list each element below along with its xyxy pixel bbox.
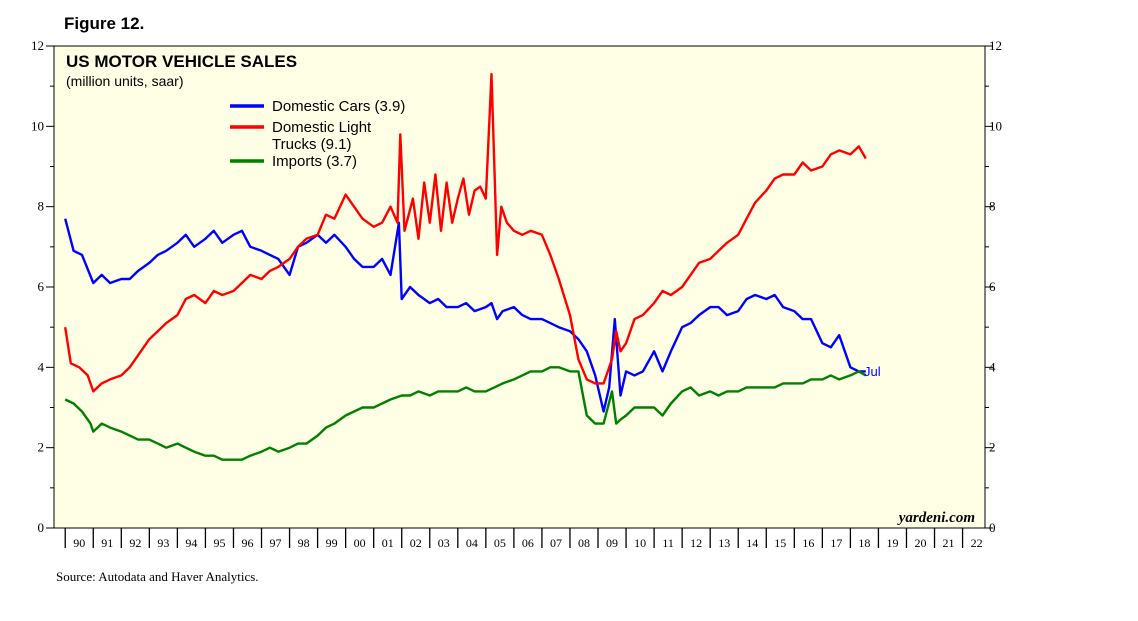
x-tick-label: 11 <box>662 536 674 550</box>
x-tick-label: 91 <box>101 536 113 550</box>
x-tick-label: 08 <box>578 536 590 550</box>
y-tick-label-left: 10 <box>31 118 44 133</box>
y-tick-label-right: 6 <box>989 279 996 294</box>
x-tick-label: 09 <box>606 536 618 550</box>
x-tick-label: 99 <box>326 536 338 550</box>
x-tick-label: 14 <box>746 536 758 550</box>
x-tick-label: 97 <box>270 536 282 550</box>
x-tick-label: 95 <box>213 536 225 550</box>
legend-label: Trucks (9.1) <box>272 136 351 153</box>
x-tick-label: 21 <box>943 536 955 550</box>
x-tick-label: 02 <box>410 536 422 550</box>
legend-label: Imports (3.7) <box>272 153 357 170</box>
legend-label: Domestic Cars (3.9) <box>272 98 405 115</box>
chart-subtitle: (million units, saar) <box>66 73 183 89</box>
x-tick-label: 10 <box>634 536 646 550</box>
plot-area <box>53 45 986 529</box>
series-line-0 <box>64 218 866 413</box>
y-tick-label-right: 4 <box>989 359 996 374</box>
x-tick-label: 93 <box>157 536 169 550</box>
x-tick-label: 15 <box>774 536 786 550</box>
y-tick-label-left: 6 <box>38 279 45 294</box>
x-tick-label: 06 <box>522 536 534 550</box>
y-tick-label-right: 12 <box>989 38 1002 53</box>
y-tick-label-right: 10 <box>989 118 1002 133</box>
series-layer <box>64 72 867 461</box>
series-line-2 <box>64 366 867 461</box>
legend-label: Domestic Light <box>272 119 372 136</box>
source-note: Source: Autodata and Haver Analytics. <box>56 569 259 584</box>
figure-label: Figure 12. <box>64 14 145 33</box>
y-tick-label-left: 2 <box>38 440 45 455</box>
legend: Domestic Cars (3.9) Domestic LightTrucks … <box>230 98 405 170</box>
x-tick-label: 13 <box>718 536 730 550</box>
chart-title: US MOTOR VEHICLE SALES <box>66 52 297 71</box>
x-tick-label: 00 <box>354 536 366 550</box>
y-tick-label-left: 4 <box>38 359 45 374</box>
x-tick-label: 98 <box>298 536 310 550</box>
x-tick-label: 03 <box>438 536 450 550</box>
y-tick-label-left: 12 <box>31 38 44 53</box>
x-tick-label: 18 <box>858 536 870 550</box>
x-tick-label: 17 <box>830 536 842 550</box>
x-tick-label: 94 <box>185 536 197 550</box>
x-tick-label: 16 <box>802 536 814 550</box>
x-tick-label: 90 <box>73 536 85 550</box>
y-tick-label-right: 8 <box>989 199 996 214</box>
x-tick-label: 04 <box>466 536 478 550</box>
x-tick-label: 07 <box>550 536 562 550</box>
y-tick-label-left: 8 <box>38 199 45 214</box>
x-tick-label: 12 <box>690 536 702 550</box>
x-tick-label: 19 <box>886 536 898 550</box>
y-tick-label-right: 0 <box>989 520 996 535</box>
x-tick-label: 01 <box>382 536 394 550</box>
x-tick-label: 22 <box>971 536 983 550</box>
y-tick-label-right: 2 <box>989 440 996 455</box>
x-tick-label: 96 <box>241 536 253 550</box>
x-tick-label: 20 <box>915 536 927 550</box>
watermark: yardeni.com <box>897 510 975 526</box>
end-label: Jul <box>864 364 881 379</box>
x-tick-label: 05 <box>494 536 506 550</box>
x-tick-label: 92 <box>129 536 141 550</box>
y-tick-label-left: 0 <box>38 520 45 535</box>
series-line-1 <box>64 72 867 393</box>
